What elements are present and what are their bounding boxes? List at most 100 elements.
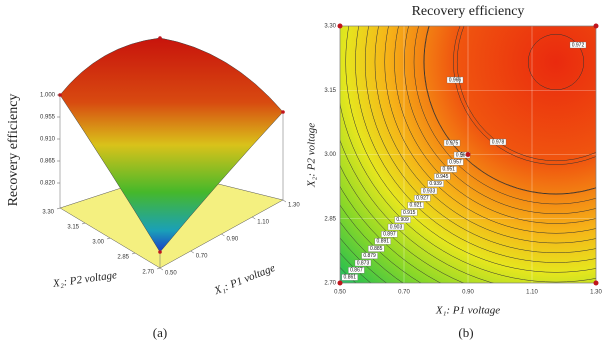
contour-label: 0.897	[383, 232, 396, 238]
contour-label-box	[387, 223, 405, 231]
contour-label-box	[341, 274, 358, 281]
contour-label-box	[374, 238, 391, 245]
contour-label: 0.939	[429, 181, 442, 187]
contour-label-box	[447, 159, 464, 166]
y-axis-label: X₂: P2 voltage	[306, 123, 318, 188]
z-tick-label: 0.955	[40, 115, 56, 121]
chart-title: Recovery efficiency	[412, 4, 525, 19]
plot-frame	[339, 25, 597, 284]
contour-label: 0.885	[370, 246, 383, 252]
contour-label: 0.951	[443, 167, 456, 173]
contour-label-box	[427, 180, 444, 187]
x-tick-label: 0.90	[462, 290, 474, 296]
contour-label: 0.903	[390, 224, 403, 230]
y-tick-label: 2.85	[324, 216, 336, 222]
contour-label: 0.963	[456, 152, 469, 158]
x-tick-label: 0.70	[196, 254, 208, 260]
contour-label: 0.861	[344, 275, 357, 281]
y-tick-label: 3.15	[67, 225, 79, 231]
design-point	[337, 280, 343, 286]
design-point	[281, 110, 285, 114]
x-axis-label: X₁: P1 voltage	[435, 305, 500, 317]
design-point	[337, 23, 343, 29]
point-label: 5	[460, 151, 464, 159]
contour-line	[423, 26, 596, 195]
x-tick-label: 0.50	[165, 271, 177, 277]
contour-label-box	[401, 209, 418, 216]
contour-line	[527, 33, 585, 91]
tick-mark	[252, 216, 256, 220]
contour-line	[394, 26, 596, 224]
contour-label: 0.873	[357, 260, 370, 266]
z-tick-label: 0.910	[40, 137, 56, 143]
contour-line	[365, 26, 596, 253]
x-tick-label: 1.30	[590, 290, 602, 296]
x-tick-label: 0.50	[334, 290, 346, 296]
caption: (b)	[458, 325, 473, 340]
contour-label: 0.909	[396, 217, 409, 223]
contour-label-box	[434, 173, 451, 180]
contour-line	[456, 26, 596, 162]
contour-label: 0.879	[363, 253, 376, 259]
tick-mark	[190, 250, 194, 254]
y-tick-label: 2.70	[142, 270, 154, 276]
contour-label: 0.957	[449, 160, 462, 166]
contour-line	[345, 26, 596, 273]
tick-mark	[56, 207, 61, 210]
contour-label-box	[407, 202, 424, 209]
y-tick-label: 3.30	[324, 24, 336, 30]
y-tick-label: 3.15	[324, 88, 336, 94]
contour-label-box	[368, 245, 385, 252]
contour-label-box	[381, 231, 398, 238]
contour-label: 0.927	[416, 196, 429, 202]
y-tick-label: 3.30	[42, 210, 54, 216]
contour-label: 0.921	[410, 203, 423, 209]
contour-label-box	[348, 267, 365, 274]
contour-line	[453, 26, 596, 165]
contour-line	[384, 26, 596, 234]
contour-label-box	[394, 216, 411, 223]
tick-mark	[81, 222, 86, 225]
contour-label: 0.891	[377, 239, 390, 245]
contour-line	[423, 26, 596, 195]
tick-mark	[131, 252, 136, 255]
contour-label: 0.945	[436, 174, 449, 180]
contour-line	[355, 26, 596, 263]
contour-label: 0.966	[449, 77, 462, 83]
contour-line	[340, 102, 596, 283]
contour-label-box	[569, 41, 587, 49]
y-tick-label: 3.00	[324, 152, 336, 158]
contour-label-box	[446, 76, 464, 84]
contour-line	[404, 26, 596, 214]
contour-line	[374, 26, 596, 244]
tick-mark	[106, 237, 111, 240]
x-tick-label: 1.30	[288, 203, 300, 209]
contour-line	[413, 26, 596, 205]
contour-label: 0.975	[446, 140, 459, 146]
contour-label-box	[354, 259, 372, 267]
design-point	[158, 36, 162, 40]
z-axis-label: Recovery efficiency	[6, 94, 21, 207]
y-axis-label: X₂: P2 voltage	[51, 269, 117, 290]
z-tick-label: 0.865	[40, 159, 56, 165]
design-point	[158, 250, 162, 254]
x-axis-label: X₁: P1 voltage	[212, 262, 277, 298]
contour-label: 0.972	[572, 42, 585, 48]
contour-label-box	[443, 139, 461, 147]
contour-label-box	[440, 166, 457, 173]
y-tick-label: 3.00	[92, 240, 104, 246]
contour-label-box	[414, 195, 431, 202]
tick-mark	[282, 199, 287, 203]
x-tick-label: 1.10	[526, 290, 538, 296]
tick-mark	[156, 267, 161, 270]
x-tick-label: 0.90	[227, 237, 239, 243]
x-tick-label: 0.70	[398, 290, 410, 296]
surface	[59, 37, 284, 253]
tick-mark	[159, 267, 164, 271]
design-point	[593, 280, 599, 286]
contour-label-box	[361, 252, 378, 259]
y-tick-label: 2.70	[324, 281, 336, 287]
contour-label-box	[489, 138, 507, 146]
contour-label: 0.978	[492, 139, 505, 145]
contour-label: 0.915	[403, 210, 416, 216]
